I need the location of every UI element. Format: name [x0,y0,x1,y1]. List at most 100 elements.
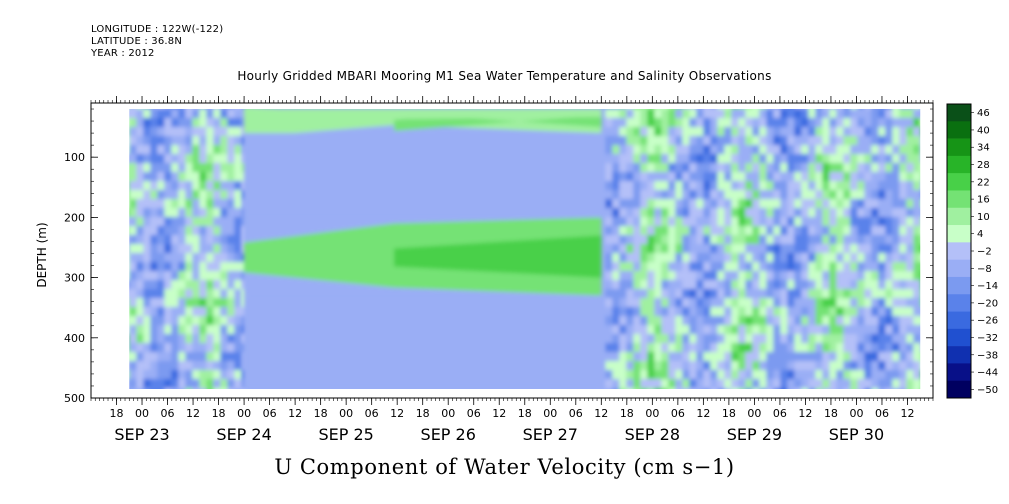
heatmap-cell [850,208,858,218]
heatmap-cell [234,289,242,299]
heatmap-cell [654,172,662,182]
heatmap-cell [913,334,921,344]
surface-band [244,109,602,134]
heatmap-cell [731,280,739,290]
heatmap-cell [717,280,725,290]
heatmap-cell [647,145,655,155]
heatmap-cell [689,280,697,290]
heatmap-cell [682,271,690,281]
heatmap-cell [269,388,277,389]
heatmap-cell [857,118,865,128]
heatmap-cell [815,172,823,182]
heatmap-cell [668,190,676,200]
heatmap-cell [234,388,242,389]
heatmap-cell [885,136,893,146]
heatmap-cell [185,325,193,335]
heatmap-cell [829,145,837,155]
heatmap-cell [759,172,767,182]
heatmap-cell [920,325,928,335]
heatmap-cell [129,316,130,326]
heatmap-cell [164,145,172,155]
heatmap-cell [759,235,767,245]
x-date-label: SEP 25 [318,425,373,444]
heatmap-cell [647,361,655,371]
heatmap-cell [752,289,760,299]
heatmap-cell [682,226,690,236]
heatmap-cell [878,262,886,272]
heatmap-cell [787,136,795,146]
heatmap-cell [794,361,802,371]
heatmap-cell [766,343,774,353]
heatmap-cell [857,127,865,137]
heatmap-cell [185,271,193,281]
heatmap-cell [843,208,851,218]
heatmap-cell [528,388,536,389]
heatmap-cell [787,352,795,362]
heatmap-cell [738,379,746,389]
heatmap-cell [619,262,627,272]
heatmap-cell [864,370,872,380]
heatmap-cell [206,343,214,353]
heatmap-cell [213,280,221,290]
heatmap-cell [878,244,886,254]
heatmap-cell [850,289,858,299]
heatmap-cell [164,262,172,272]
heatmap-cell [871,235,879,245]
heatmap-cell [598,109,606,119]
heatmap-cell [710,109,718,110]
heatmap-cell [626,379,634,389]
heatmap-cell [815,244,823,254]
heatmap-cell [206,298,214,308]
heatmap-cell [192,334,200,344]
heatmap-cell [143,172,151,182]
heatmap-cell [801,271,809,281]
heatmap-cell [843,163,851,173]
heatmap-cell [661,163,669,173]
x-date-label: SEP 27 [523,425,578,444]
heatmap-cell [794,343,802,353]
heatmap-cell [850,136,858,146]
heatmap-cell [682,199,690,209]
heatmap-cell [689,244,697,254]
heatmap-cell [129,307,137,317]
heatmap-cell [682,307,690,317]
heatmap-cell [808,253,816,263]
heatmap-cell [822,145,830,155]
heatmap-cell [710,280,718,290]
heatmap-cell [878,208,886,218]
heatmap-cell [724,370,732,380]
heatmap-cell [388,388,396,389]
heatmap-cell [717,352,725,362]
heatmap-cell [612,370,620,380]
heatmap-cell [759,361,767,371]
heatmap-cell [871,154,879,164]
heatmap-cell [605,208,613,218]
x-hour-label: 18 [110,407,124,420]
heatmap-cell [171,289,179,299]
colorbar-swatch [947,190,971,209]
heatmap-cell [773,316,781,326]
heatmap-cell [794,253,802,263]
heatmap-cell [920,289,928,299]
heatmap-cell [654,370,662,380]
heatmap-cell [150,190,158,200]
heatmap-cell [731,289,739,299]
heatmap-cell [143,199,151,209]
heatmap-cell [185,343,193,353]
heatmap-cell [780,379,788,389]
heatmap-cell [766,289,774,299]
heatmap-cell [206,190,214,200]
heatmap-cell [801,307,809,317]
heatmap-cell [521,388,529,389]
heatmap-cell [234,163,242,173]
heatmap-cell [661,307,669,317]
heatmap-cell [157,127,165,137]
heatmap-cell [808,370,816,380]
heatmap-cell [801,163,809,173]
heatmap-cell [836,226,844,236]
heatmap-cell [206,280,214,290]
heatmap-cell [164,181,172,191]
heatmap-cell [850,109,858,119]
heatmap-cell [143,334,151,344]
heatmap-cell [619,307,627,317]
